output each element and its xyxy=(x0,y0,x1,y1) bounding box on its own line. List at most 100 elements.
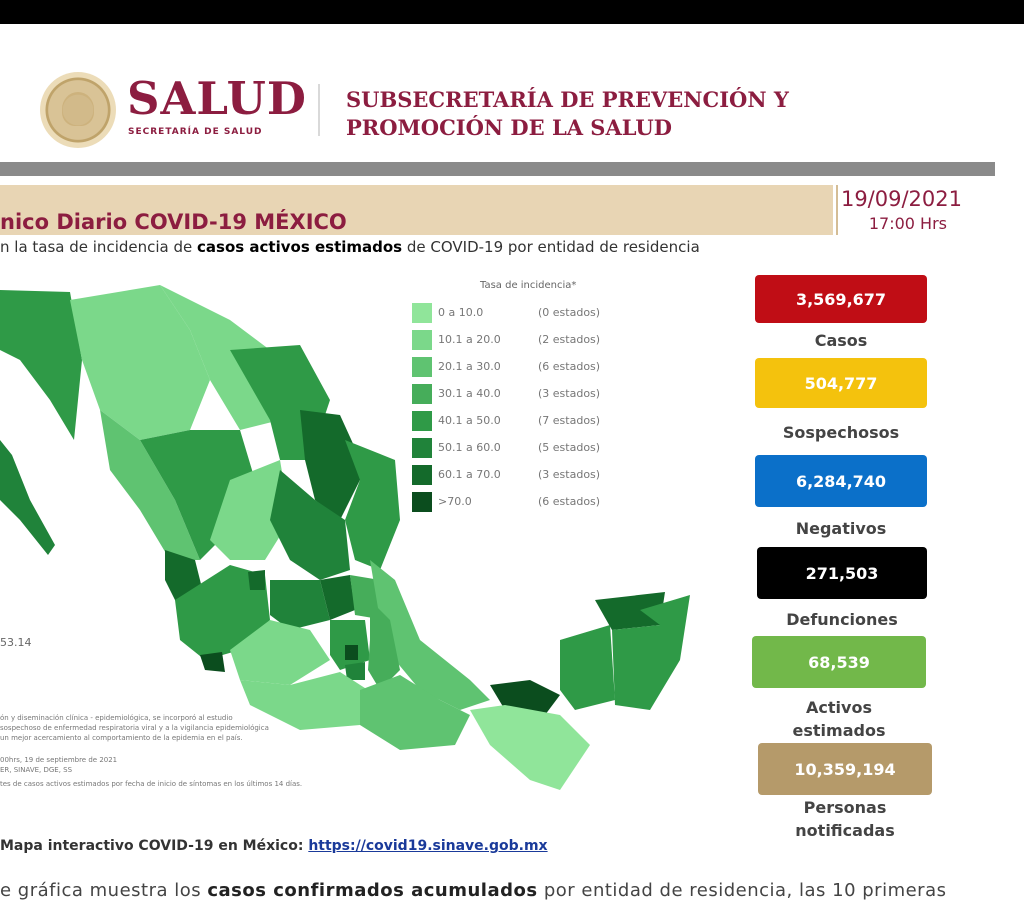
state-yucatan xyxy=(595,592,665,630)
stat-value-box: 68,539 xyxy=(752,636,926,688)
state-queretaro xyxy=(320,575,355,620)
map-note: tes de casos activos estimados por fecha… xyxy=(0,780,303,788)
report-time: 17:00 Hrs xyxy=(868,214,947,233)
salud-logo-text: SALUD xyxy=(127,72,307,125)
stat-label: Sospechosos xyxy=(782,423,900,442)
secretaria-subtext: SECRETARÍA DE SALUD xyxy=(128,127,263,137)
bottom-pre: e gráfica muestra los xyxy=(0,880,208,901)
grey-separator-bar xyxy=(0,162,995,176)
legend-swatch xyxy=(412,384,432,404)
legend-row: 30.1 a 40.0 (3 estados) xyxy=(412,384,642,406)
legend-count: (6 estados) xyxy=(538,495,601,508)
subtitle-bold: casos activos estimados xyxy=(197,238,403,256)
legend-range: 30.1 a 40.0 xyxy=(438,387,501,400)
stat-label: Activos estimados xyxy=(792,698,886,740)
top-black-bar xyxy=(0,0,1024,24)
legend-count: (5 estados) xyxy=(538,441,601,454)
stat-label: Defunciones xyxy=(786,610,898,629)
legend-swatch xyxy=(412,303,432,323)
stat-value-box: 10,359,194 xyxy=(758,743,932,795)
stat-label: Personas notificadas xyxy=(795,798,895,840)
map-note: ER, SINAVE, DGE, SS xyxy=(0,766,73,774)
state-campeche xyxy=(560,625,615,710)
state-guerrero xyxy=(240,672,368,730)
mexico-seal-logo xyxy=(40,72,116,148)
stat-value-box: 6,284,740 xyxy=(755,455,927,507)
legend-range: 20.1 a 30.0 xyxy=(438,360,501,373)
state-colima xyxy=(200,652,225,672)
map-link-label: Mapa interactivo COVID-19 en México: xyxy=(0,838,309,854)
stat-value-box: 271,503 xyxy=(757,547,927,599)
legend-count: (3 estados) xyxy=(538,468,601,481)
stat-label: Negativos xyxy=(795,519,887,538)
legend-row: 10.1 a 20.0 (2 estados) xyxy=(412,330,642,352)
title-band xyxy=(0,185,833,235)
legend-row: 50.1 a 60.0 (5 estados) xyxy=(412,438,642,460)
legend-swatch xyxy=(412,465,432,485)
stat-label: Casos xyxy=(814,331,868,350)
state-baja-california xyxy=(0,290,82,440)
state-morelos xyxy=(345,662,365,680)
legend-row: 40.1 a 50.0 (7 estados) xyxy=(412,411,642,433)
stat-value-box: 3,569,677 xyxy=(755,275,927,323)
legend-row: 60.1 a 70.0 (3 estados) xyxy=(412,465,642,487)
legend-range: 0 a 10.0 xyxy=(438,306,484,319)
state-tamaulipas xyxy=(345,440,400,570)
national-rate: 53.14 xyxy=(0,636,32,649)
report-date: 19/09/2021 xyxy=(840,187,962,211)
legend-count: (3 estados) xyxy=(538,387,601,400)
legend-range: 50.1 a 60.0 xyxy=(438,441,501,454)
state-sinaloa xyxy=(100,410,200,560)
map-note: un mejor acercamiento al comportamiento … xyxy=(0,734,243,742)
state-cdmx xyxy=(345,645,358,660)
legend-swatch xyxy=(412,492,432,512)
map-link[interactable]: https://covid19.sinave.gob.mx xyxy=(308,838,548,854)
state-guanajuato xyxy=(270,580,330,630)
state-baja-california-sur xyxy=(0,440,55,555)
header-divider xyxy=(318,84,320,136)
state-quintana-roo xyxy=(612,595,690,710)
map-note: 00hrs, 19 de septiembre de 2021 xyxy=(0,756,118,764)
bottom-bold: casos confirmados acumulados xyxy=(207,880,538,901)
date-band xyxy=(836,185,974,235)
legend-count: (0 estados) xyxy=(538,306,601,319)
legend-count: (7 estados) xyxy=(538,414,601,427)
legend-row: 0 a 10.0 (0 estados) xyxy=(412,303,642,325)
legend-row: 20.1 a 30.0 (6 estados) xyxy=(412,357,642,379)
map-note: sospechoso de enfermedad respiratoria vi… xyxy=(0,724,269,732)
state-aguascalientes xyxy=(248,570,265,590)
state-chihuahua xyxy=(160,285,280,430)
legend-title: Tasa de incidencia* xyxy=(480,280,577,291)
legend-range: 60.1 a 70.0 xyxy=(438,468,501,481)
mexico-choropleth-map xyxy=(0,285,690,790)
bottom-post: por entidad de residencia, las 10 primer… xyxy=(537,880,947,901)
subtitle-pre: n la tasa de incidencia de xyxy=(0,238,198,256)
legend-row: >70.0 (6 estados) xyxy=(412,492,642,514)
legend-range: 40.1 a 50.0 xyxy=(438,414,501,427)
state-puebla xyxy=(368,600,400,690)
legend-range: >70.0 xyxy=(438,495,472,508)
legend-swatch xyxy=(412,411,432,431)
legend-swatch xyxy=(412,357,432,377)
report-title: nico Diario COVID-19 MÉXICO xyxy=(0,210,347,234)
legend-count: (6 estados) xyxy=(538,360,601,373)
subsecretaria-line1: SUBSECRETARÍA DE PREVENCIÓN Y xyxy=(346,87,789,112)
report-subtitle: n la tasa de incidencia de casos activos… xyxy=(0,238,700,256)
subsecretaria-line2: PROMOCIÓN DE LA SALUD xyxy=(346,115,672,140)
state-san-luis-potosi xyxy=(270,470,350,580)
subtitle-post: de COVID-19 por entidad de residencia xyxy=(402,238,700,256)
interactive-map-line: Mapa interactivo COVID-19 en México: htt… xyxy=(0,838,548,854)
subsecretaria-heading: SUBSECRETARÍA DE PREVENCIÓN Y PROMOCIÓN … xyxy=(346,86,789,142)
state-michoacan xyxy=(230,620,330,685)
legend-range: 10.1 a 20.0 xyxy=(438,333,501,346)
bottom-paragraph: e gráfica muestra los casos confirmados … xyxy=(0,880,946,901)
state-sonora xyxy=(70,285,210,440)
map-note: ón y diseminación clínica - epidemiológi… xyxy=(0,714,233,722)
state-chiapas xyxy=(470,705,590,790)
state-oaxaca xyxy=(360,675,470,750)
legend-swatch xyxy=(412,438,432,458)
legend-swatch xyxy=(412,330,432,350)
legend-count: (2 estados) xyxy=(538,333,601,346)
state-zacatecas xyxy=(210,460,290,560)
state-nuevo-leon xyxy=(300,410,365,520)
